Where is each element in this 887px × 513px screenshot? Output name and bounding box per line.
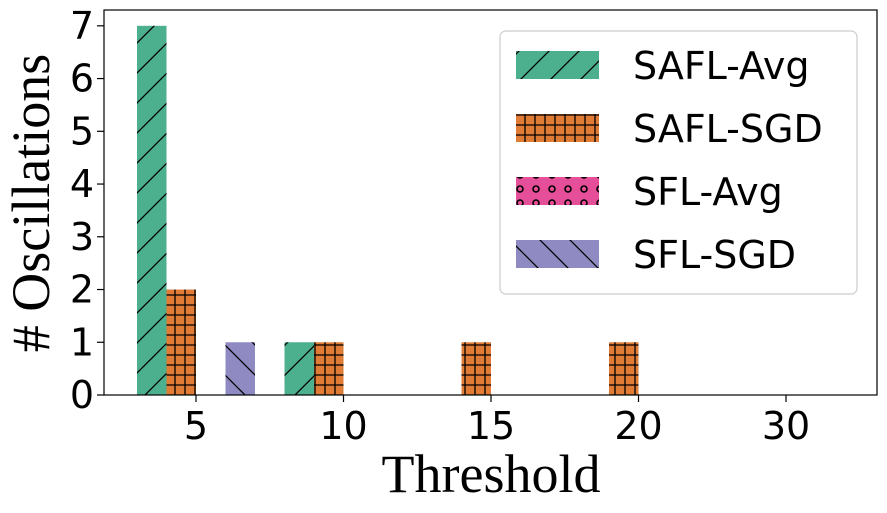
bar-hatch (314, 342, 344, 395)
bar-hatch (137, 25, 167, 395)
x-tick-label: 15 (467, 404, 515, 448)
legend-frame (499, 30, 858, 295)
bar-hatch (461, 342, 491, 395)
bar-hatch (166, 289, 196, 395)
x-axis-title: Threshold (382, 444, 601, 504)
bar-sfl-sgd-5 (225, 342, 255, 395)
legend-swatch-hatch (516, 177, 599, 205)
bar-safl-avg-10 (284, 342, 314, 395)
bars-group (137, 25, 639, 395)
y-tick-label: 2 (70, 268, 94, 312)
bar-hatch (225, 342, 255, 395)
bar-safl-avg-5 (137, 25, 167, 395)
bar-safl-sgd-20 (609, 342, 639, 395)
y-tick-label: 3 (70, 215, 94, 259)
legend-label-sfl-sgd: SFL-SGD (633, 233, 796, 277)
legend: SAFL-Avg SAFL-SGD SFL-Avg SFL-SGD (499, 30, 858, 295)
legend-label-sfl-avg: SFL-Avg (633, 170, 783, 214)
legend-swatch-hatch (516, 51, 599, 79)
x-tick-label: 10 (319, 404, 367, 448)
y-axis-ticks: 0 1 2 3 4 5 6 7 (70, 4, 104, 417)
y-tick-label: 4 (70, 162, 94, 206)
bar-safl-sgd-15 (461, 342, 491, 395)
bar-safl-sgd-5 (166, 289, 196, 395)
y-tick-label: 5 (70, 109, 94, 153)
x-axis-ticks: 5 10 15 20 30 (184, 395, 810, 448)
y-tick-label: 6 (70, 57, 94, 101)
bar-hatch (284, 342, 314, 395)
y-axis-title: # Oscillations (1, 54, 61, 352)
legend-swatch-hatch (516, 114, 599, 142)
y-tick-label: 7 (70, 4, 94, 48)
bar-hatch (609, 342, 639, 395)
x-tick-label: 20 (614, 404, 662, 448)
legend-swatch-hatch (516, 240, 599, 268)
legend-label-safl-sgd: SAFL-SGD (633, 107, 823, 151)
bar-safl-sgd-10 (314, 342, 344, 395)
y-tick-label: 0 (70, 373, 94, 417)
legend-label-safl-avg: SAFL-Avg (633, 44, 809, 88)
x-tick-label: 5 (184, 404, 208, 448)
y-tick-label: 1 (70, 320, 94, 364)
x-tick-label: 30 (762, 404, 810, 448)
